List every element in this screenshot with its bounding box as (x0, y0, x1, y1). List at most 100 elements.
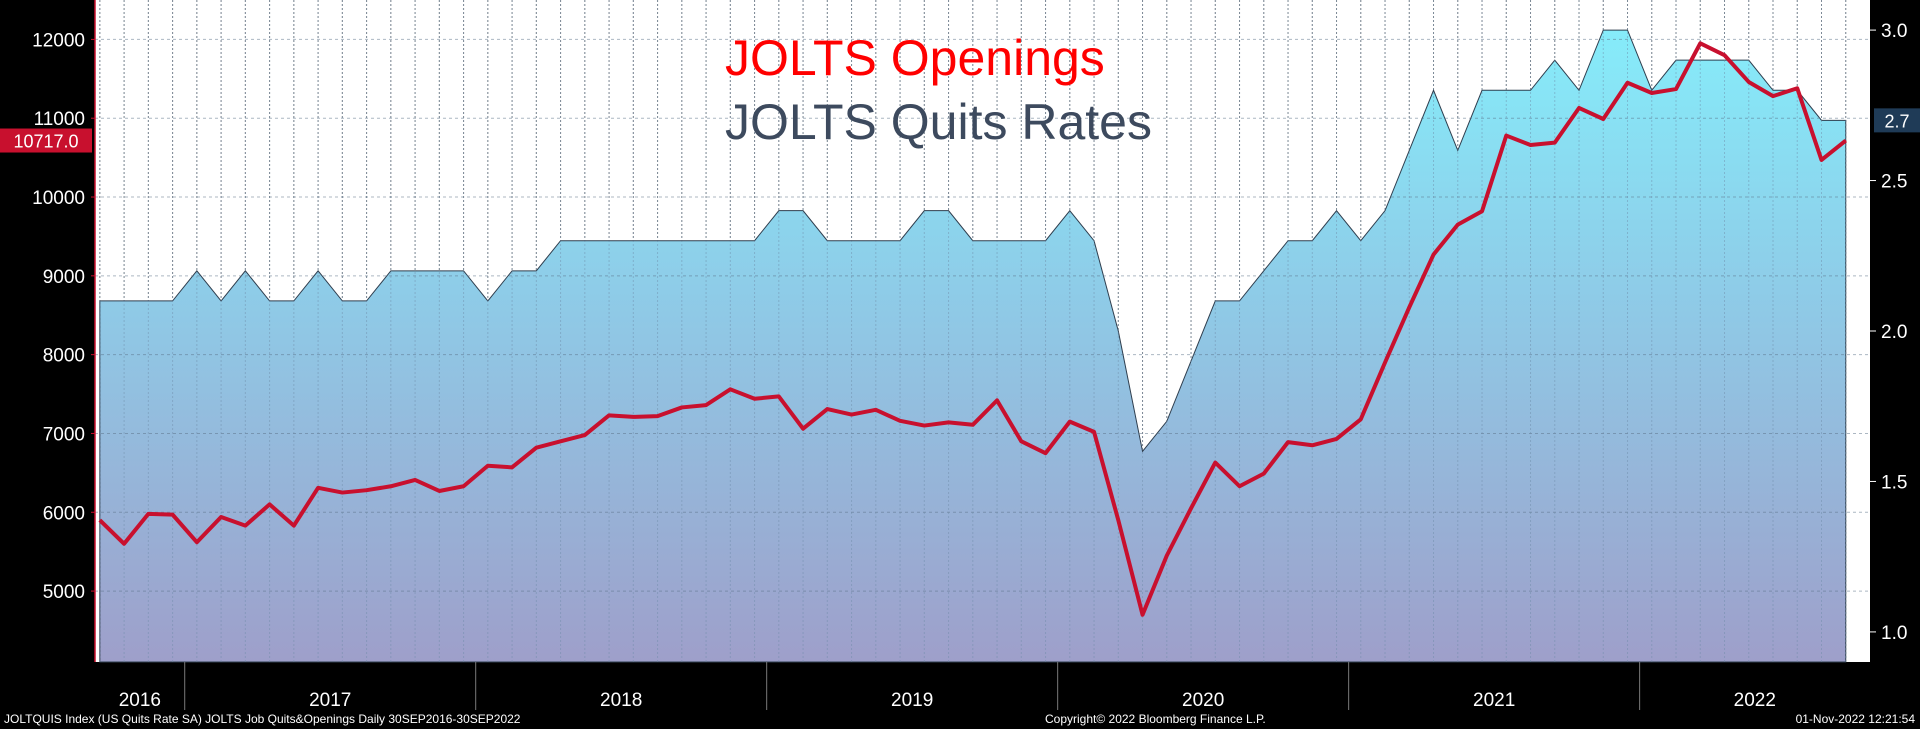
left-tick-label: 8000 (43, 346, 85, 367)
right-tick-label: 1.0 (1881, 623, 1907, 644)
left-tick-label: 12000 (32, 30, 85, 51)
openings-point (196, 541, 198, 543)
openings-point (584, 434, 586, 436)
right-tick-label: 1.5 (1881, 472, 1907, 493)
openings-point (1384, 362, 1386, 364)
openings-point (1287, 441, 1289, 443)
openings-point (972, 424, 974, 426)
openings-point (366, 489, 368, 491)
left-axis: 5000 6000 7000 8000 9000 10000 11000 12000 (32, 30, 95, 603)
openings-point (511, 466, 513, 468)
left-tick-label: 9000 (43, 267, 85, 288)
x-tick-label: 2019 (891, 690, 933, 711)
x-tick-label: 2021 (1473, 690, 1515, 711)
openings-point (802, 428, 804, 430)
openings-point (948, 421, 950, 423)
openings-point (535, 447, 537, 449)
openings-point (1457, 224, 1459, 226)
openings-point (1069, 421, 1071, 423)
openings-point (1117, 519, 1119, 521)
title-line: JOLTS Openings (725, 30, 1105, 86)
openings-point (1263, 473, 1265, 475)
openings-point (851, 414, 853, 416)
openings-point (1821, 159, 1823, 161)
openings-point (1190, 507, 1192, 509)
right-axis: 1.0 1.5 2.0 2.5 3.0 (1870, 21, 1907, 644)
openings-point (1093, 431, 1095, 433)
openings-point (123, 543, 125, 545)
openings-point (1045, 452, 1047, 454)
openings-point (341, 492, 343, 494)
openings-point (1142, 614, 1144, 616)
openings-point (390, 485, 392, 487)
right-tick-label: 2.0 (1881, 322, 1907, 343)
x-tick-label: 2017 (309, 690, 351, 711)
chart-title: JOLTS Openings JOLTS Quits Rates (725, 30, 1152, 150)
quits-last-value: 2.7 (1884, 111, 1909, 131)
quits-last-value-box (1874, 108, 1920, 133)
x-axis: 2016 2017 2018 2019 2020 2021 2022 (119, 662, 1776, 711)
openings-point (1772, 95, 1774, 97)
openings-point (1360, 418, 1362, 420)
openings-point (826, 408, 828, 410)
last-value-labels: 10717.0 2.7 (0, 108, 1920, 153)
openings-point (923, 425, 925, 427)
openings-point (778, 395, 780, 397)
openings-point (463, 485, 465, 487)
openings-point (1530, 144, 1532, 146)
footer-timestamp: 01-Nov-2022 12:21:54 (1796, 712, 1916, 726)
openings-point (1433, 254, 1435, 256)
openings-point (438, 490, 440, 492)
openings-point (1675, 88, 1677, 90)
openings-point (220, 516, 222, 518)
openings-point (560, 440, 562, 442)
openings-point (1724, 54, 1726, 56)
openings-point (1020, 440, 1022, 442)
openings-point (487, 465, 489, 467)
openings-point (1651, 92, 1653, 94)
openings-point (608, 414, 610, 416)
openings-point (1505, 135, 1507, 137)
openings-points (99, 42, 1847, 616)
quits-rate-area (99, 29, 1847, 663)
openings-point (317, 487, 319, 489)
openings-point (414, 479, 416, 481)
openings-last-value: 10717.0 (13, 132, 78, 152)
openings-point (705, 404, 707, 406)
openings-point (147, 513, 149, 515)
openings-point (293, 525, 295, 527)
openings-point (172, 514, 174, 516)
openings-point (657, 415, 659, 417)
openings-point (269, 503, 271, 505)
openings-point (1336, 438, 1338, 440)
openings-point (99, 519, 101, 521)
openings-point (899, 420, 901, 422)
footer-copyright: Copyright© 2022 Bloomberg Finance L.P. (1045, 712, 1266, 726)
openings-point (729, 388, 731, 390)
openings-point (1554, 142, 1556, 144)
x-tick-label: 2022 (1734, 690, 1776, 711)
openings-point (875, 409, 877, 411)
x-tick-label: 2020 (1182, 690, 1224, 711)
right-tick-label: 2.5 (1881, 172, 1907, 193)
openings-last-value-box (0, 128, 92, 153)
openings-point (1166, 555, 1168, 557)
footer-source: JOLTQUIS Index (US Quits Rate SA) JOLTS … (4, 712, 521, 726)
openings-point (244, 525, 246, 527)
left-tick-label: 5000 (43, 582, 85, 603)
openings-point (632, 416, 634, 418)
openings-point (681, 406, 683, 408)
openings-point (1214, 462, 1216, 464)
title-line: JOLTS Quits Rates (725, 94, 1152, 150)
openings-point (1578, 107, 1580, 109)
openings-point (996, 399, 998, 401)
openings-point (1845, 140, 1847, 142)
x-tick-label: 2016 (119, 690, 161, 711)
left-tick-label: 6000 (43, 503, 85, 524)
openings-point (754, 398, 756, 400)
right-tick-label: 3.0 (1881, 21, 1907, 42)
openings-point (1627, 82, 1629, 84)
openings-point (1602, 118, 1604, 120)
openings-point (1408, 306, 1410, 308)
